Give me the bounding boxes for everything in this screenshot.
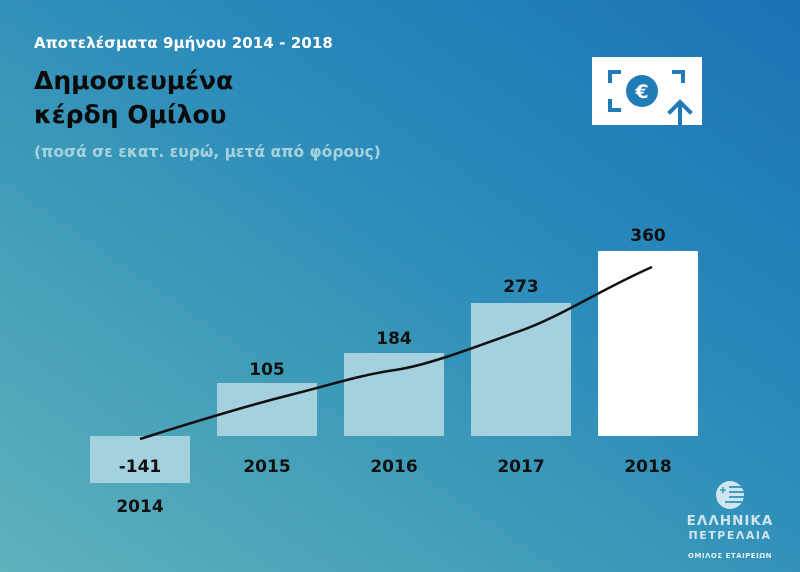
bar-2017 bbox=[471, 303, 571, 436]
logo-name-line-1: ΕΛΛΗΝΙΚΑ bbox=[686, 513, 774, 529]
company-logo: ΕΛΛΗΝΙΚΑ ΠΕΤΡΕΛΑΙΑ ΟΜΙΛΟΣ ΕΤΑΙΡΕΙΩΝ bbox=[680, 480, 780, 560]
bar-2016 bbox=[344, 353, 444, 436]
value-label-2014: -141 bbox=[118, 457, 162, 477]
svg-text:€: € bbox=[634, 81, 648, 103]
chart-title: Δημοσιευμένα κέρδη Ομίλου bbox=[34, 64, 233, 132]
value-label-2015: 105 bbox=[249, 360, 285, 380]
bar-2018 bbox=[598, 251, 698, 436]
year-label-2014: 2014 bbox=[116, 497, 164, 517]
year-label-2017: 2017 bbox=[497, 457, 545, 477]
bar-2014 bbox=[90, 436, 190, 483]
title-line-1: Δημοσιευμένα bbox=[34, 66, 234, 95]
year-label-2018: 2018 bbox=[624, 457, 672, 477]
logo-globe-icon bbox=[716, 481, 744, 509]
logo-name-line-2: ΠΕΤΡΕΛΑΙΑ bbox=[688, 529, 772, 542]
value-label-2016: 184 bbox=[376, 329, 412, 349]
value-label-2017: 273 bbox=[503, 277, 539, 297]
value-label-2018: 360 bbox=[630, 226, 666, 246]
kicker-title: Αποτελέσματα 9μήνου 2014 - 2018 bbox=[34, 34, 333, 52]
euro-banknote-up-icon: € bbox=[592, 57, 702, 127]
title-line-2: κέρδη Ομίλου bbox=[34, 100, 227, 129]
chart-subtitle: (ποσά σε εκατ. ευρώ, μετά από φόρους) bbox=[34, 143, 381, 161]
logo-tagline: ΟΜΙΛΟΣ ΕΤΑΙΡΕΙΩΝ bbox=[687, 552, 772, 560]
year-label-2016: 2016 bbox=[370, 457, 418, 477]
year-label-2015: 2015 bbox=[243, 457, 291, 477]
